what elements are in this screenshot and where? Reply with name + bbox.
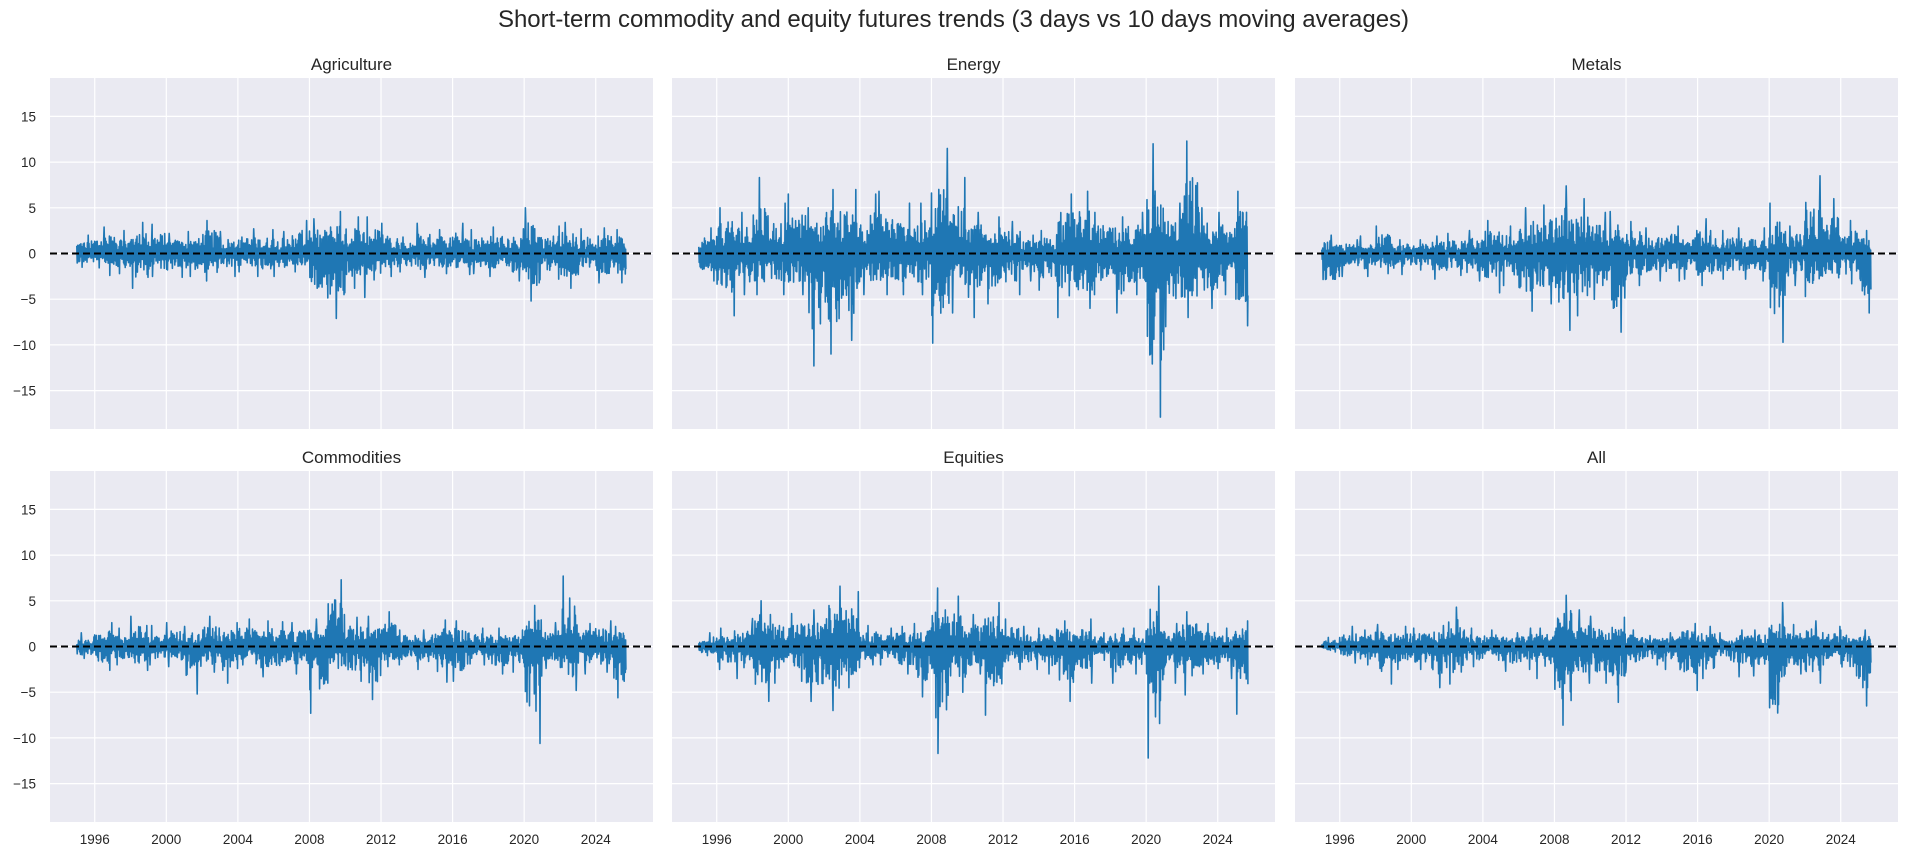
panel-metals: Metals [1295, 55, 1898, 429]
x-tick-label: 2000 [1396, 832, 1426, 847]
x-tick-label: 2004 [223, 832, 254, 847]
x-tick-label: 2004 [1468, 832, 1499, 847]
panel-equities: Equities 1996 2000 2004 2008 2012 2016 2020 2024 [672, 448, 1275, 847]
y-tick-label: 10 [21, 548, 36, 563]
y-tick-label: −10 [13, 338, 36, 353]
x-tick-label: 2020 [509, 832, 539, 847]
x-tick-label: 2020 [1131, 832, 1161, 847]
y-tick-label: −10 [13, 731, 36, 746]
panel-title: Commodities [302, 448, 401, 467]
y-tick-label: 0 [28, 640, 36, 655]
y-tick-label: 0 [28, 247, 36, 262]
x-tick-label: 2016 [438, 832, 468, 847]
series-line [698, 585, 1249, 759]
y-tick-label: −5 [21, 685, 36, 700]
series-line [698, 140, 1249, 418]
x-tick-label: 2020 [1754, 832, 1784, 847]
x-tick-label: 1996 [80, 832, 110, 847]
panel-commodities: Commodities 15 10 5 0 −5 −10 −15 1996 2000 2004 200… [13, 448, 653, 847]
series-line [1321, 175, 1872, 343]
y-tick-label: 15 [21, 502, 36, 517]
x-tick-label: 2016 [1060, 832, 1090, 847]
x-tick-label: 2000 [773, 832, 803, 847]
x-tick-label: 2012 [366, 832, 396, 847]
y-tick-label: 5 [28, 201, 36, 216]
x-tick-label: 2012 [1611, 832, 1641, 847]
x-tick-label: 2008 [294, 832, 324, 847]
panel-title: Metals [1571, 55, 1621, 74]
panel-title: Equities [943, 448, 1003, 467]
panel-title: Energy [947, 55, 1001, 74]
y-tick-label: −15 [13, 384, 36, 399]
y-tick-label: 5 [28, 594, 36, 609]
y-tick-label: −15 [13, 777, 36, 792]
x-tick-label: 2024 [1203, 832, 1234, 847]
x-tick-label: 2008 [1539, 832, 1569, 847]
x-tick-label: 2012 [988, 832, 1018, 847]
panel-title: All [1587, 448, 1606, 467]
x-tick-label: 1996 [702, 832, 732, 847]
panel-all: All 1996 2000 2004 2008 2012 2016 2020 2024 [1295, 448, 1898, 847]
x-tick-label: 2000 [151, 832, 181, 847]
x-tick-label: 2016 [1683, 832, 1713, 847]
x-tick-label: 2008 [916, 832, 946, 847]
panel-agriculture: Agriculture 15 10 5 0 −5 −10 −15 [13, 55, 653, 429]
x-tick-label: 2024 [581, 832, 612, 847]
y-tick-label: 10 [21, 155, 36, 170]
y-tick-label: −5 [21, 292, 36, 307]
panel-title: Agriculture [311, 55, 392, 74]
panel-energy: Energy [672, 55, 1275, 429]
y-tick-label: 15 [21, 109, 36, 124]
x-tick-label: 1996 [1325, 832, 1355, 847]
x-tick-label: 2024 [1826, 832, 1857, 847]
x-tick-label: 2004 [845, 832, 876, 847]
figure-title: Short-term commodity and equity futures … [497, 6, 1410, 33]
